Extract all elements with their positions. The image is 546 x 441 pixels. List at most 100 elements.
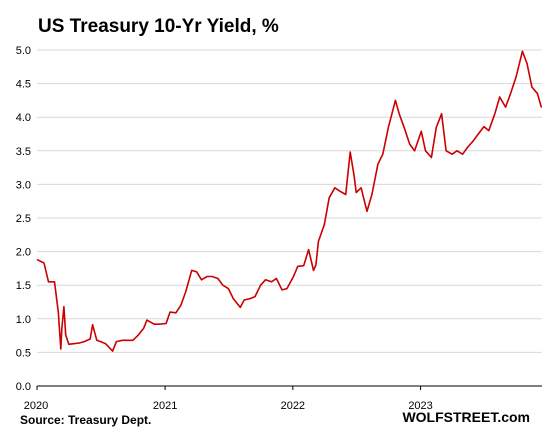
data-point: [158, 323, 160, 325]
data-point: [243, 299, 245, 301]
gridlines: [37, 49, 542, 353]
data-point: [57, 311, 59, 313]
source-note: Source: Treasury Dept.: [20, 413, 152, 427]
y-tick-label: 0.0: [16, 381, 31, 393]
data-point: [43, 262, 45, 264]
data-point: [323, 224, 325, 226]
data-point: [515, 76, 517, 78]
data-point: [196, 271, 198, 273]
data-point: [355, 191, 357, 194]
data-point: [536, 93, 539, 95]
data-point: [200, 279, 203, 281]
data-point: [180, 304, 182, 306]
y-axis-ticks: 0.0 0.5 1.0 1.5 2.0 2.5 3.0 3.5 4.0 4.5 5.0: [16, 45, 31, 393]
data-point: [499, 96, 501, 98]
data-point: [303, 265, 305, 267]
data-point: [153, 323, 155, 325]
data-point: [60, 348, 62, 350]
data-point: [382, 153, 384, 155]
data-point: [387, 126, 389, 128]
data-point: [477, 133, 479, 135]
data-point: [96, 339, 98, 341]
data-point: [73, 343, 75, 345]
data-point: [227, 288, 229, 290]
data-point: [249, 298, 251, 300]
data-point: [398, 113, 400, 115]
y-tick-label: 3.5: [16, 146, 31, 158]
data-point: [292, 275, 295, 278]
x-tick-label: 2023: [408, 400, 432, 412]
series-line-10yr-yield: [36, 50, 543, 352]
data-point: [531, 86, 533, 88]
data-point: [420, 130, 422, 132]
data-point: [360, 187, 362, 189]
data-point: [377, 163, 379, 165]
x-tick-label: 2020: [24, 400, 48, 412]
data-point: [509, 93, 512, 95]
data-point: [222, 284, 224, 286]
data-point: [403, 126, 405, 128]
data-point: [100, 341, 102, 343]
chart-title: US Treasury 10-Yr Yield, %: [38, 16, 279, 37]
y-tick-label: 3.0: [16, 179, 31, 191]
y-tick-label: 5.0: [16, 45, 31, 57]
data-point: [112, 350, 114, 352]
data-point: [47, 281, 50, 283]
data-point: [191, 269, 193, 271]
data-point: [445, 150, 447, 152]
data-point: [312, 269, 315, 271]
data-point: [254, 296, 256, 298]
data-point: [175, 312, 177, 314]
data-point: [505, 106, 507, 108]
data-point: [275, 277, 277, 280]
y-tick-label: 4.5: [16, 79, 31, 91]
data-point: [105, 343, 107, 345]
data-point: [308, 249, 310, 251]
data-point: [126, 339, 128, 341]
data-point: [68, 343, 70, 345]
data-point: [165, 322, 167, 325]
data-point: [239, 306, 241, 308]
data-point: [121, 339, 123, 341]
data-point: [143, 327, 145, 329]
x-tick-label: 2022: [281, 400, 305, 412]
data-point: [92, 324, 94, 326]
x-tick-label: 2021: [153, 400, 177, 412]
data-point: [264, 279, 267, 281]
data-point: [137, 335, 139, 337]
y-tick-label: 2.0: [16, 247, 31, 259]
data-point: [526, 62, 528, 64]
x-axis-ticks: 2020 2021 2022 2023: [24, 386, 433, 412]
data-point: [441, 113, 443, 115]
data-point: [270, 281, 273, 283]
data-point: [83, 341, 85, 343]
data-point: [297, 265, 299, 267]
data-point: [494, 113, 496, 115]
data-point: [394, 99, 396, 101]
data-point: [466, 146, 469, 148]
y-tick-label: 1.0: [16, 314, 31, 326]
data-point: [456, 150, 458, 152]
data-point: [65, 334, 67, 336]
data-point: [206, 275, 208, 278]
data-point: [353, 175, 355, 177]
y-tick-label: 1.5: [16, 280, 31, 292]
data-point: [217, 277, 219, 280]
data-point: [281, 289, 283, 291]
data-point: [89, 338, 91, 340]
data-point: [462, 153, 464, 155]
y-tick-label: 4.0: [16, 112, 31, 124]
data-point: [435, 126, 437, 128]
series-group: [36, 50, 543, 352]
data-point: [146, 319, 148, 321]
data-point: [334, 187, 336, 189]
data-point: [540, 106, 542, 108]
data-point: [371, 193, 373, 196]
data-point: [36, 259, 38, 261]
data-point: [132, 339, 134, 341]
credit-logo-text: WOLFSTREET.com: [402, 409, 530, 425]
data-point: [339, 190, 341, 192]
data-point: [169, 311, 171, 313]
data-point: [232, 298, 234, 300]
